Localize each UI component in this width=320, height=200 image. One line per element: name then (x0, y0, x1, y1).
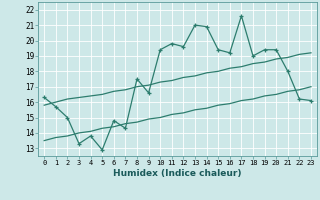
X-axis label: Humidex (Indice chaleur): Humidex (Indice chaleur) (113, 169, 242, 178)
